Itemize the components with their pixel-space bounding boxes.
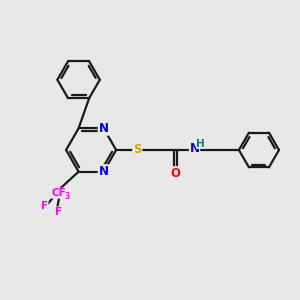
Text: O: O — [171, 167, 181, 180]
Text: N: N — [99, 165, 109, 178]
Text: CF: CF — [51, 188, 66, 198]
Text: F: F — [40, 201, 48, 212]
Text: N: N — [190, 142, 200, 155]
Text: F: F — [55, 207, 62, 217]
Text: 3: 3 — [65, 192, 70, 201]
Text: S: S — [133, 143, 142, 157]
Text: N: N — [99, 122, 109, 135]
Text: H: H — [196, 139, 205, 148]
